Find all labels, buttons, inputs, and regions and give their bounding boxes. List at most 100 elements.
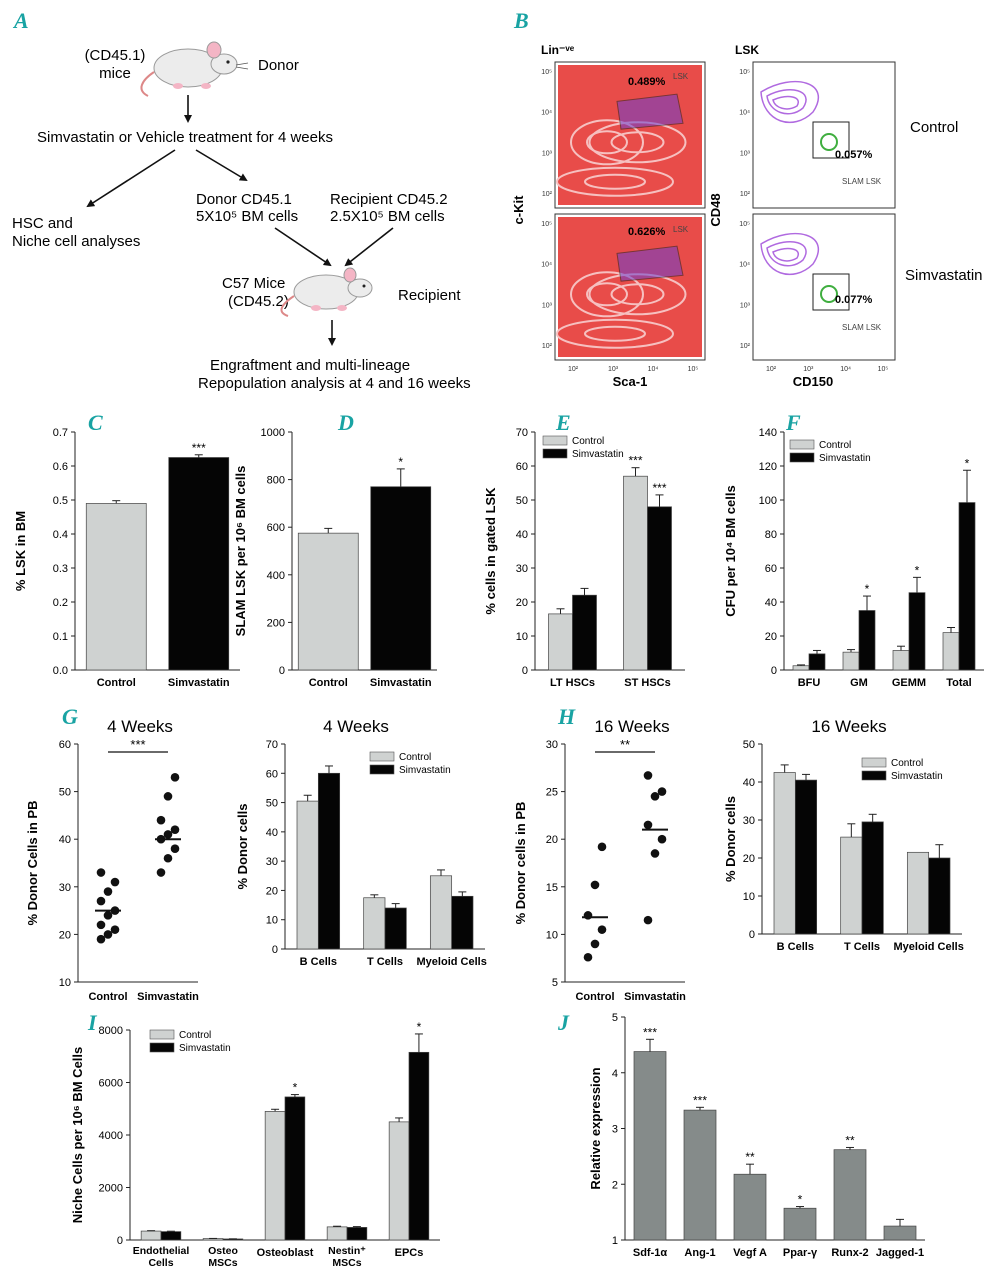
data-point	[156, 868, 166, 877]
x-tick-label: Simvastatin	[624, 991, 686, 1003]
y-tick-label: 15	[546, 882, 558, 894]
panel-label-b: B	[513, 8, 529, 33]
bar	[733, 1173, 767, 1241]
contour	[766, 241, 807, 267]
lin-neg-title: Lin⁻ᵛᵉ	[541, 43, 575, 57]
arrow	[344, 227, 394, 267]
bar	[833, 1149, 867, 1241]
contour	[584, 173, 646, 190]
hsc-analysis-line1: HSC and	[12, 215, 73, 232]
mouse-icon	[140, 41, 249, 97]
x-tick-label: Ppar-γ	[783, 1247, 818, 1259]
mouse-icon	[280, 267, 373, 317]
x-tick-label: Myeloid Cells	[894, 941, 964, 953]
legend-label: Simvastatin	[891, 771, 943, 782]
row-label-simvastatin: Simvastatin	[905, 267, 983, 284]
chart-c: 0.0 0.1 0.2 0.3 0.4 0.5 0.6 0.7 % LSK in BM Contr…	[13, 427, 240, 689]
y-tick-label: 0	[522, 665, 528, 677]
chart-h2: 0 10 20 30 40 50 % Donor cells Control Simvastat…	[723, 739, 964, 953]
lsk-title: LSK	[735, 43, 759, 57]
y-tick-label: 30	[266, 856, 278, 868]
x-tick-label: T Cells	[367, 956, 403, 968]
y-tick-label: 1000	[261, 427, 285, 439]
x-tick-label: Control	[309, 677, 348, 689]
x-tick-label: MSCs	[332, 1257, 361, 1269]
panel-a: A (CD45.1) mice Donor Simvastatin or Veh…	[12, 8, 471, 392]
legend-label: Simvastatin	[819, 453, 871, 464]
x-tick-label: GM	[850, 677, 868, 689]
gate-label-lsk: LSK	[673, 225, 689, 234]
y-axis-label: % cells in gated LSK	[483, 487, 498, 615]
x-tick-label: LT HSCs	[550, 677, 595, 689]
contour	[586, 282, 628, 307]
y-tick-label: 30	[59, 882, 71, 894]
y-tick-label: 2	[612, 1179, 618, 1191]
significance-label: **	[845, 1133, 855, 1147]
legend-label: Simvastatin	[179, 1043, 231, 1054]
tick-label: 10³	[542, 150, 553, 157]
x-tick-label: Control	[575, 991, 614, 1003]
data-point	[163, 853, 173, 863]
tick-label: 10²	[740, 191, 751, 198]
x-tick-label: Jagged-1	[876, 1247, 924, 1259]
y-tick-label: 50	[266, 798, 278, 810]
tick-label: 10⁵	[541, 221, 552, 228]
y-tick-label: 50	[59, 787, 71, 799]
donor-cells-line2: 5X10⁵ BM cells	[196, 208, 298, 225]
legend-swatch	[369, 764, 395, 775]
significance-label: ***	[628, 454, 642, 468]
flow-plots: 10²10²10³10³10⁴10⁴10⁵10⁵10²10²10³10³10⁴1…	[541, 61, 896, 373]
slam-events	[820, 285, 838, 303]
chart-title: 16 Weeks	[811, 717, 886, 736]
arrow	[86, 149, 176, 208]
x-tick-label: GEMM	[892, 677, 926, 689]
bar	[548, 613, 573, 671]
y-axis-label: % Donor Cells in PB	[25, 801, 40, 926]
data-point	[657, 787, 667, 796]
bar	[388, 1121, 410, 1241]
x-tick-label: Ang-1	[684, 1247, 715, 1259]
legend-swatch	[789, 439, 815, 450]
x-tick-label: BFU	[798, 677, 821, 689]
panel-label-j: J	[557, 1010, 570, 1035]
y-tick-label: 10	[516, 631, 528, 643]
y-tick-label: 80	[765, 529, 777, 541]
data-point	[590, 939, 600, 949]
contour	[772, 95, 800, 110]
bar	[906, 851, 930, 935]
y-axis-label: Relative expression	[588, 1067, 603, 1189]
y-axis-label: % LSK in BM	[13, 511, 28, 591]
y-tick-label: 0	[749, 929, 755, 941]
lsk-plot: 10² 10² 10³ 10³ 10⁴ 10⁴ 10⁵ 10⁵	[739, 213, 896, 373]
bar	[773, 772, 796, 935]
contour	[556, 166, 674, 197]
panel-label-f: F	[785, 410, 801, 435]
gate-label-slam-lsk: SLAM LSK	[842, 177, 882, 186]
recipient-cells-line1: Recipient CD45.2	[330, 191, 448, 208]
engraftment-line2: Repopulation analysis at 4 and 16 weeks	[198, 375, 471, 392]
y-tick-label: 20	[59, 929, 71, 941]
tick-label: 10²	[568, 366, 579, 373]
x-tick-label: T Cells	[844, 941, 880, 953]
chart-g1: 10 20 30 40 50 60 % Donor Cells in PB Control Si…	[25, 737, 199, 1003]
y-axis-label: Niche Cells per 10⁶ BM Cells	[70, 1047, 85, 1224]
bar	[808, 653, 826, 671]
lsk-gate	[616, 93, 684, 130]
bar	[623, 475, 648, 671]
chart-e: 0 10 20 30 40 50 60 70 % cells in gated LSK Contr…	[483, 427, 685, 689]
bar	[928, 857, 951, 935]
legend-swatch	[861, 757, 887, 768]
c57-line1: C57 Mice	[222, 275, 285, 292]
bar	[572, 594, 597, 671]
panel-label-a: A	[12, 8, 29, 33]
significance-label: *	[398, 455, 403, 469]
y-tick-label: 40	[743, 777, 755, 789]
y-tick-label: 60	[516, 461, 528, 473]
x-tick-label: B Cells	[300, 956, 337, 968]
donor-cells-line1: Donor CD45.1	[196, 191, 292, 208]
bar	[296, 800, 319, 950]
contour	[584, 325, 646, 342]
x-tick-label: Endothelial	[133, 1245, 190, 1257]
y-tick-label: 0.6	[53, 461, 68, 473]
significance-label: **	[620, 737, 630, 752]
